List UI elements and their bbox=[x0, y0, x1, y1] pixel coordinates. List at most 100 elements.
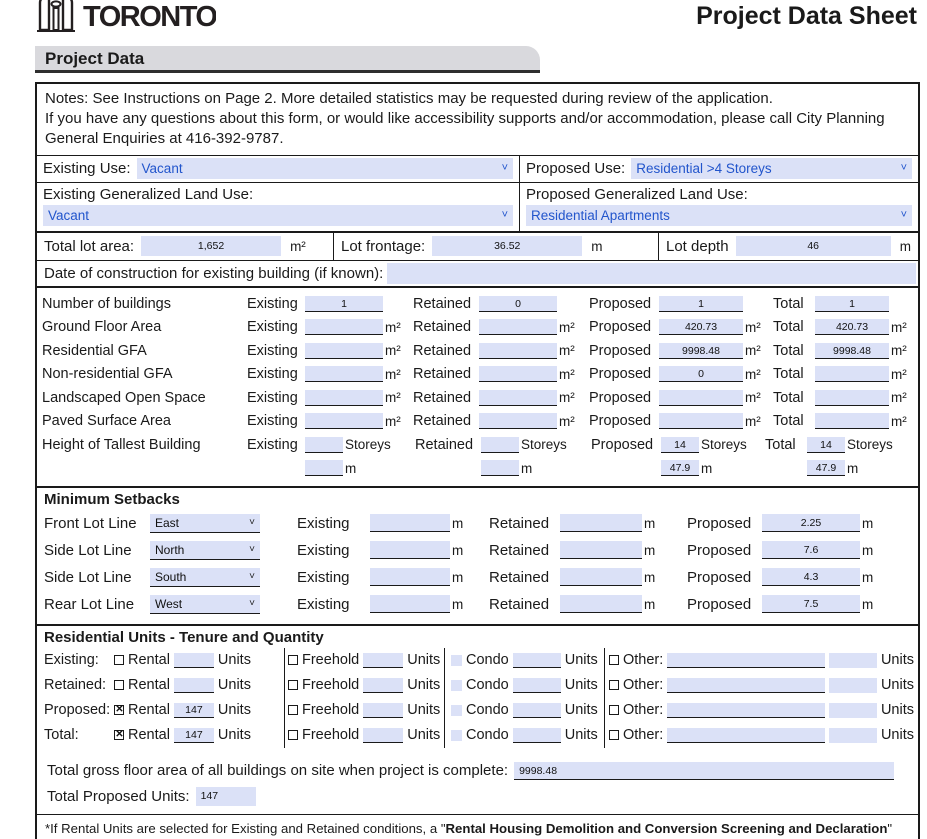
retained-field[interactable] bbox=[479, 366, 557, 383]
proposed-field[interactable]: 0 bbox=[659, 366, 743, 383]
total-gfa-field[interactable]: 9998.48 bbox=[514, 761, 894, 780]
other-checkbox[interactable] bbox=[609, 705, 619, 716]
total-field[interactable] bbox=[815, 366, 889, 383]
other-units-field[interactable] bbox=[828, 677, 877, 693]
retained-field[interactable] bbox=[560, 514, 642, 533]
existing-use-select[interactable]: Vacant ˅ bbox=[136, 158, 513, 180]
other-units-field[interactable] bbox=[828, 652, 877, 668]
existing-field[interactable] bbox=[305, 342, 383, 359]
retained-field[interactable] bbox=[560, 595, 642, 614]
rental-checkbox[interactable] bbox=[114, 655, 124, 666]
total-field[interactable]: 47.9 bbox=[807, 460, 845, 477]
other-units-field[interactable] bbox=[828, 702, 877, 718]
other-text-field[interactable] bbox=[667, 652, 825, 668]
freehold-units-field[interactable] bbox=[363, 702, 404, 718]
rental-units-field[interactable]: 147 bbox=[173, 727, 214, 743]
other-checkbox[interactable] bbox=[609, 730, 619, 741]
other-text-field[interactable] bbox=[667, 677, 825, 693]
proposed-field[interactable]: 9998.48 bbox=[659, 342, 743, 359]
total-field[interactable]: 14 bbox=[807, 436, 845, 453]
retained-field[interactable] bbox=[560, 541, 642, 560]
rental-checkbox[interactable] bbox=[114, 704, 125, 716]
condo-units-field[interactable] bbox=[512, 727, 561, 743]
existing-field[interactable] bbox=[305, 319, 383, 336]
other-units-field[interactable] bbox=[828, 727, 877, 743]
lot-frontage-field[interactable]: 36.52 bbox=[432, 236, 583, 257]
existing-field[interactable]: 1 bbox=[305, 295, 383, 312]
condo-checkbox[interactable] bbox=[451, 679, 462, 691]
existing-field[interactable] bbox=[370, 568, 450, 587]
total-field[interactable]: 420.73 bbox=[815, 319, 889, 336]
retained-field[interactable] bbox=[479, 413, 557, 430]
other-checkbox[interactable] bbox=[609, 655, 619, 666]
condo-checkbox[interactable] bbox=[451, 729, 462, 741]
existing-field[interactable] bbox=[305, 366, 383, 383]
freehold-checkbox[interactable] bbox=[288, 680, 298, 691]
total-field[interactable] bbox=[815, 413, 889, 430]
tenure-freehold-column: Freehold Units Freehold Units Freehold U… bbox=[284, 647, 444, 748]
retained-field[interactable] bbox=[479, 319, 557, 336]
list-item: Condo Units bbox=[451, 673, 604, 698]
list-item: Proposed: Rental 147 Units bbox=[44, 698, 284, 723]
total-units-field[interactable]: 147 bbox=[195, 787, 256, 807]
condo-units-field[interactable] bbox=[512, 702, 561, 718]
proposed-field[interactable] bbox=[659, 413, 743, 430]
freehold-checkbox[interactable] bbox=[288, 730, 298, 741]
tenure-title: Residential Units - Tenure and Quantity bbox=[44, 628, 324, 646]
proposed-field[interactable]: 4.3 bbox=[762, 568, 860, 587]
direction-select[interactable]: North ˅ bbox=[150, 540, 260, 560]
condo-units-field[interactable] bbox=[512, 677, 561, 693]
existing-field[interactable] bbox=[370, 595, 450, 614]
freehold-checkbox[interactable] bbox=[288, 705, 298, 716]
proposed-field[interactable]: 7.6 bbox=[762, 541, 860, 560]
direction-select[interactable]: West ˅ bbox=[150, 594, 260, 614]
other-checkbox[interactable] bbox=[609, 680, 619, 691]
rental-checkbox[interactable] bbox=[114, 680, 124, 691]
retained-field[interactable] bbox=[560, 568, 642, 587]
setbacks-title: Minimum Setbacks bbox=[44, 490, 180, 508]
table-row: Landscaped Open Space Existing m² Retain… bbox=[42, 389, 907, 406]
freehold-units-field[interactable] bbox=[363, 677, 404, 693]
existing-field[interactable] bbox=[305, 436, 343, 453]
existing-field[interactable] bbox=[305, 389, 383, 406]
direction-select[interactable]: East ˅ bbox=[150, 513, 260, 533]
rental-units-field[interactable] bbox=[173, 652, 214, 668]
proposed-field[interactable]: 420.73 bbox=[659, 319, 743, 336]
total-field[interactable]: 1 bbox=[815, 295, 889, 312]
existing-field[interactable] bbox=[370, 514, 450, 533]
rental-checkbox[interactable] bbox=[114, 729, 125, 741]
freehold-units-field[interactable] bbox=[363, 652, 404, 668]
retained-field[interactable]: 0 bbox=[479, 295, 557, 312]
existing-field[interactable] bbox=[305, 413, 383, 430]
proposed-field[interactable]: 47.9 bbox=[661, 460, 699, 477]
other-text-field[interactable] bbox=[667, 702, 825, 718]
condo-checkbox[interactable] bbox=[451, 654, 462, 666]
rental-units-field[interactable]: 147 bbox=[173, 702, 214, 718]
proposed-use-select[interactable]: Residential >4 Storeys ˅ bbox=[631, 158, 912, 180]
direction-select[interactable]: South ˅ bbox=[150, 567, 260, 587]
existing-field[interactable] bbox=[305, 460, 343, 477]
existing-land-use-select[interactable]: Vacant ˅ bbox=[43, 204, 513, 226]
other-text-field[interactable] bbox=[667, 727, 825, 743]
retained-field[interactable] bbox=[481, 436, 519, 453]
freehold-units-field[interactable] bbox=[363, 727, 404, 743]
lot-depth-field[interactable]: 46 bbox=[735, 236, 891, 257]
condo-checkbox[interactable] bbox=[451, 704, 462, 716]
proposed-land-use-select[interactable]: Residential Apartments ˅ bbox=[526, 204, 912, 226]
retained-field[interactable] bbox=[479, 342, 557, 359]
proposed-field[interactable]: 1 bbox=[659, 295, 743, 312]
construction-date-field[interactable] bbox=[387, 262, 916, 284]
retained-field[interactable] bbox=[479, 389, 557, 406]
proposed-field[interactable] bbox=[659, 389, 743, 406]
rental-units-field[interactable] bbox=[173, 677, 214, 693]
total-field[interactable]: 9998.48 bbox=[815, 342, 889, 359]
total-field[interactable] bbox=[815, 389, 889, 406]
lot-area-field[interactable]: 1,652 bbox=[141, 236, 282, 257]
retained-field[interactable] bbox=[481, 460, 519, 477]
proposed-field[interactable]: 14 bbox=[661, 436, 699, 453]
freehold-checkbox[interactable] bbox=[288, 655, 298, 666]
proposed-field[interactable]: 2.25 bbox=[762, 514, 860, 533]
condo-units-field[interactable] bbox=[512, 652, 561, 668]
proposed-field[interactable]: 7.5 bbox=[762, 595, 860, 614]
existing-field[interactable] bbox=[370, 541, 450, 560]
